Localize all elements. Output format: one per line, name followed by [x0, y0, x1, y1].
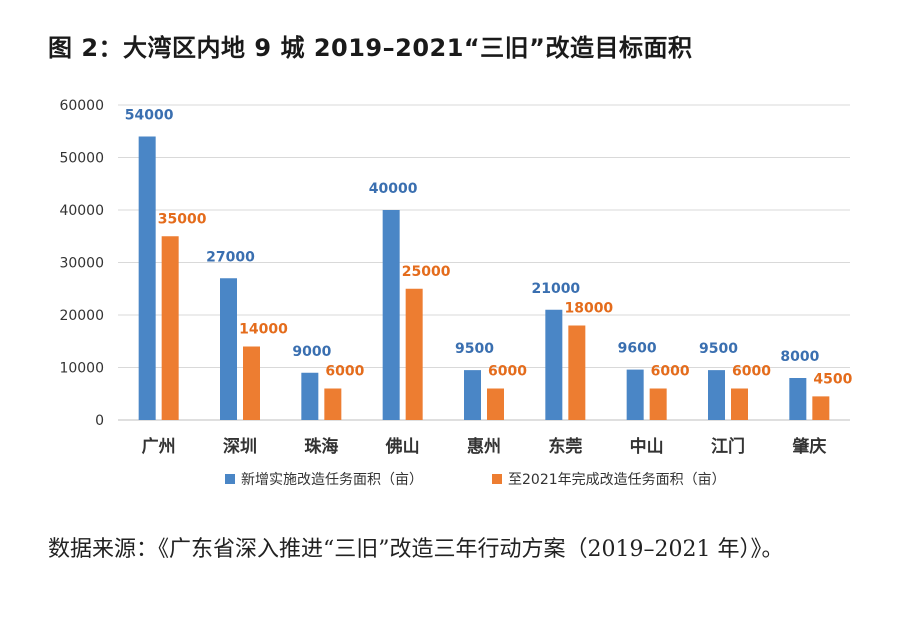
bar-completed	[161, 236, 179, 420]
y-tick-label: 0	[95, 413, 104, 429]
bar-new	[464, 370, 481, 420]
y-tick-label: 40000	[59, 203, 104, 219]
y-tick-label: 30000	[59, 256, 104, 272]
data-label: 4500	[813, 371, 852, 387]
x-category-label: 佛山	[385, 436, 420, 457]
x-category-label: 中山	[630, 436, 664, 457]
data-label: 35000	[158, 211, 207, 227]
bar-new	[301, 372, 319, 420]
bars	[138, 136, 830, 420]
data-label: 54000	[125, 108, 174, 124]
bar-new	[545, 309, 563, 420]
x-axis-categories: 广州 深圳 珠海 佛山 惠州 东莞 中山 江门 肇庆	[142, 436, 827, 457]
y-tick-label: 10000	[59, 361, 104, 377]
y-tick-label: 60000	[59, 98, 104, 114]
bar-new	[382, 210, 400, 420]
data-label: 9600	[618, 341, 657, 357]
bar-completed	[812, 396, 830, 420]
y-tick-label: 20000	[59, 308, 104, 324]
bar-new	[708, 370, 725, 420]
data-label: 6000	[325, 364, 364, 380]
y-tick-label: 50000	[59, 151, 104, 167]
bar-new	[789, 378, 807, 420]
y-axis-ticks: 0 10000 20000 30000 40000 50000 60000	[59, 98, 104, 429]
legend-label: 至2021年完成改造任务面积（亩）	[508, 471, 726, 488]
bar-completed	[405, 288, 423, 420]
data-label: 21000	[531, 281, 580, 297]
bar-completed	[568, 325, 586, 420]
data-label: 9500	[455, 341, 494, 357]
data-label: 40000	[369, 181, 418, 197]
data-label: 9500	[699, 341, 738, 357]
data-label: 25000	[402, 264, 451, 280]
data-label: 8000	[780, 349, 819, 365]
data-label: 6000	[488, 364, 527, 380]
x-category-label: 广州	[142, 436, 176, 457]
bar-completed	[649, 388, 667, 420]
bar-new	[138, 136, 156, 420]
x-category-label: 肇庆	[792, 436, 826, 457]
x-category-label: 江门	[711, 436, 745, 457]
data-label: 27000	[206, 249, 255, 265]
bar-completed	[243, 346, 260, 420]
bar-new	[220, 278, 237, 420]
legend-label: 新增实施改造任务面积（亩）	[241, 471, 423, 488]
x-category-label: 深圳	[223, 436, 257, 457]
legend-swatch	[225, 474, 235, 484]
bar-new	[626, 369, 644, 420]
bar-completed	[731, 388, 748, 420]
data-label: 9000	[292, 344, 331, 360]
bar-chart: 0 10000 20000 30000 40000 50000 60000 54000 350…	[59, 98, 853, 488]
chart-title: 图 2：大湾区内地 9 城 2019–2021“三旧”改造目标面积	[48, 34, 693, 62]
data-label: 6000	[732, 364, 771, 380]
legend-swatch	[492, 474, 502, 484]
data-label: 6000	[651, 364, 690, 380]
x-category-label: 东莞	[548, 436, 582, 457]
bar-completed	[324, 388, 342, 420]
bar-completed	[487, 388, 504, 420]
data-label: 18000	[564, 301, 613, 317]
data-label: 14000	[239, 322, 288, 338]
source-note: 数据来源：《广东省深入推进“三旧”改造三年行动方案（2019–2021 年）》。	[48, 537, 784, 562]
grid-lines	[118, 104, 850, 421]
x-category-label: 珠海	[304, 436, 338, 457]
legend: 新增实施改造任务面积（亩） 至2021年完成改造任务面积（亩）	[225, 471, 726, 488]
x-category-label: 惠州	[467, 436, 501, 457]
